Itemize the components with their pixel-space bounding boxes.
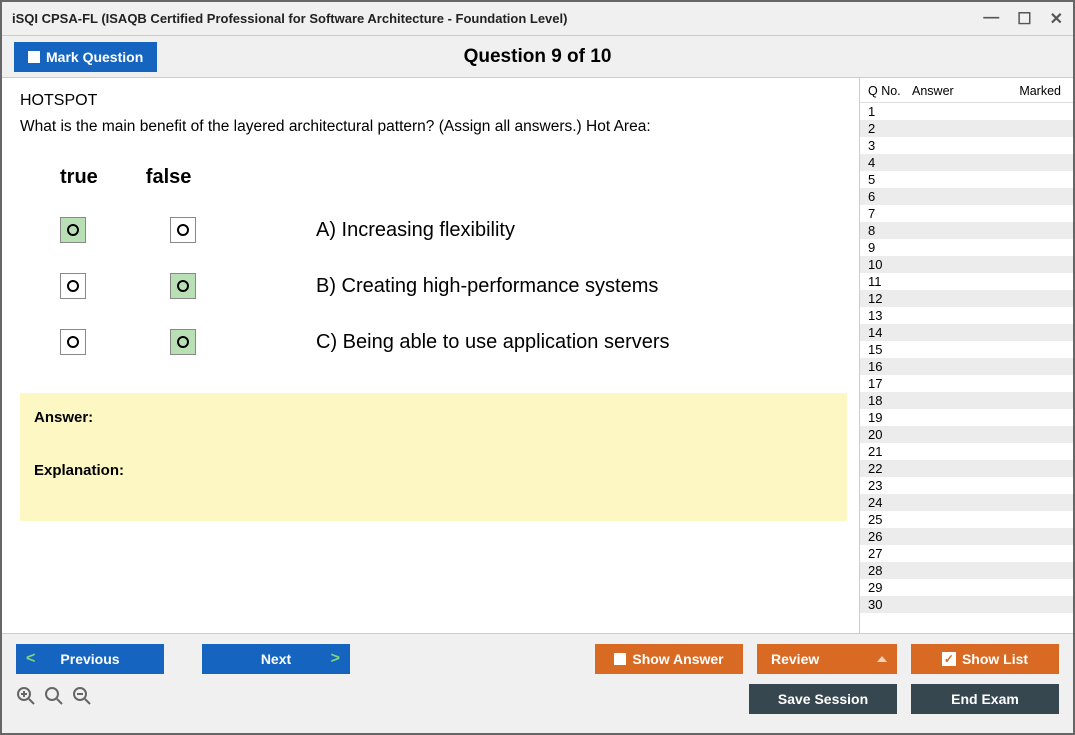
hotspot-headers: true false xyxy=(60,166,847,189)
hotspot-row: A) Increasing flexibility xyxy=(60,217,847,243)
radio-false[interactable] xyxy=(170,273,196,299)
header-true: true xyxy=(60,166,98,189)
sidebar-row[interactable]: 24 xyxy=(860,494,1073,511)
zoom-reset-icon[interactable] xyxy=(44,686,64,712)
radio-true[interactable] xyxy=(60,273,86,299)
show-answer-button[interactable]: Show Answer xyxy=(595,644,743,674)
sidebar-row[interactable]: 5 xyxy=(860,171,1073,188)
save-session-label: Save Session xyxy=(778,691,868,707)
maximize-icon[interactable]: ☐ xyxy=(1017,9,1031,29)
sidebar-row[interactable]: 9 xyxy=(860,239,1073,256)
col-answer: Answer xyxy=(912,84,992,98)
sidebar-list[interactable]: 1234567891011121314151617181920212223242… xyxy=(860,103,1073,633)
header-false: false xyxy=(146,166,192,189)
review-button[interactable]: Review xyxy=(757,644,897,674)
show-list-label: Show List xyxy=(962,651,1028,667)
footer: < Previous Next > Show Answer Review ✓ S… xyxy=(2,633,1073,733)
zoom-controls xyxy=(16,686,92,712)
option-label: B) Creating high-performance systems xyxy=(316,275,658,298)
hotspot-row: B) Creating high-performance systems xyxy=(60,273,847,299)
radio-false[interactable] xyxy=(170,329,196,355)
question-type: HOTSPOT xyxy=(20,92,847,110)
sidebar-row[interactable]: 8 xyxy=(860,222,1073,239)
sidebar-row[interactable]: 11 xyxy=(860,273,1073,290)
col-marked: Marked xyxy=(992,84,1065,98)
sidebar-row[interactable]: 15 xyxy=(860,341,1073,358)
end-exam-button[interactable]: End Exam xyxy=(911,684,1059,714)
next-label: Next xyxy=(261,651,291,667)
sidebar-row[interactable]: 25 xyxy=(860,511,1073,528)
hotspot-area: true false A) Increasing flexibility B) C… xyxy=(20,166,847,385)
mark-question-label: Mark Question xyxy=(46,49,143,65)
check-icon: ✓ xyxy=(942,652,956,666)
sidebar-header: Q No. Answer Marked xyxy=(860,78,1073,103)
sidebar-row[interactable]: 29 xyxy=(860,579,1073,596)
sidebar-row[interactable]: 26 xyxy=(860,528,1073,545)
sidebar-row[interactable]: 13 xyxy=(860,307,1073,324)
sidebar-row[interactable]: 18 xyxy=(860,392,1073,409)
sidebar-row[interactable]: 23 xyxy=(860,477,1073,494)
mark-question-button[interactable]: Mark Question xyxy=(14,42,157,72)
sidebar-row[interactable]: 28 xyxy=(860,562,1073,579)
col-qno: Q No. xyxy=(868,84,912,98)
radio-true[interactable] xyxy=(60,329,86,355)
sidebar-row[interactable]: 19 xyxy=(860,409,1073,426)
body: HOTSPOT What is the main benefit of the … xyxy=(2,78,1073,633)
window-controls: — ☐ ✕ xyxy=(983,9,1063,29)
radio-true[interactable] xyxy=(60,217,86,243)
main-panel: HOTSPOT What is the main benefit of the … xyxy=(2,78,859,633)
sidebar-row[interactable]: 22 xyxy=(860,460,1073,477)
explanation-label: Explanation: xyxy=(34,462,833,479)
chevron-right-icon: > xyxy=(331,650,340,668)
sidebar-row[interactable]: 20 xyxy=(860,426,1073,443)
next-button[interactable]: Next > xyxy=(202,644,350,674)
question-text: What is the main benefit of the layered … xyxy=(20,118,847,136)
zoom-in-icon[interactable] xyxy=(16,686,36,712)
sidebar-row[interactable]: 4 xyxy=(860,154,1073,171)
checkbox-icon xyxy=(28,51,40,63)
zoom-out-icon[interactable] xyxy=(72,686,92,712)
sidebar-row[interactable]: 27 xyxy=(860,545,1073,562)
sidebar-row[interactable]: 14 xyxy=(860,324,1073,341)
checkbox-icon xyxy=(614,653,626,665)
question-list-sidebar: Q No. Answer Marked 12345678910111213141… xyxy=(859,78,1073,633)
review-label: Review xyxy=(771,651,819,667)
sidebar-row[interactable]: 16 xyxy=(860,358,1073,375)
sidebar-row[interactable]: 12 xyxy=(860,290,1073,307)
toolbar: Mark Question Question 9 of 10 xyxy=(2,36,1073,78)
show-answer-label: Show Answer xyxy=(632,651,723,667)
titlebar: iSQI CPSA-FL (ISAQB Certified Profession… xyxy=(2,2,1073,36)
option-label: C) Being able to use application servers xyxy=(316,331,670,354)
window-title: iSQI CPSA-FL (ISAQB Certified Profession… xyxy=(12,11,983,26)
sidebar-row[interactable]: 17 xyxy=(860,375,1073,392)
previous-label: Previous xyxy=(60,651,119,667)
sidebar-row[interactable]: 2 xyxy=(860,120,1073,137)
chevron-up-icon xyxy=(877,656,887,662)
sidebar-row[interactable]: 10 xyxy=(860,256,1073,273)
sidebar-row[interactable]: 30 xyxy=(860,596,1073,613)
save-session-button[interactable]: Save Session xyxy=(749,684,897,714)
sidebar-row[interactable]: 7 xyxy=(860,205,1073,222)
sidebar-row[interactable]: 3 xyxy=(860,137,1073,154)
sidebar-row[interactable]: 6 xyxy=(860,188,1073,205)
option-label: A) Increasing flexibility xyxy=(316,219,515,242)
show-list-button[interactable]: ✓ Show List xyxy=(911,644,1059,674)
sidebar-row[interactable]: 1 xyxy=(860,103,1073,120)
chevron-left-icon: < xyxy=(26,650,35,668)
end-exam-label: End Exam xyxy=(951,691,1019,707)
close-icon[interactable]: ✕ xyxy=(1050,9,1063,29)
question-counter: Question 9 of 10 xyxy=(2,46,1073,68)
sidebar-row[interactable]: 21 xyxy=(860,443,1073,460)
previous-button[interactable]: < Previous xyxy=(16,644,164,674)
radio-false[interactable] xyxy=(170,217,196,243)
answer-label: Answer: xyxy=(34,409,833,426)
app-window: iSQI CPSA-FL (ISAQB Certified Profession… xyxy=(0,0,1075,735)
answer-panel: Answer: Explanation: xyxy=(20,393,847,521)
hotspot-row: C) Being able to use application servers xyxy=(60,329,847,355)
minimize-icon[interactable]: — xyxy=(983,9,999,29)
